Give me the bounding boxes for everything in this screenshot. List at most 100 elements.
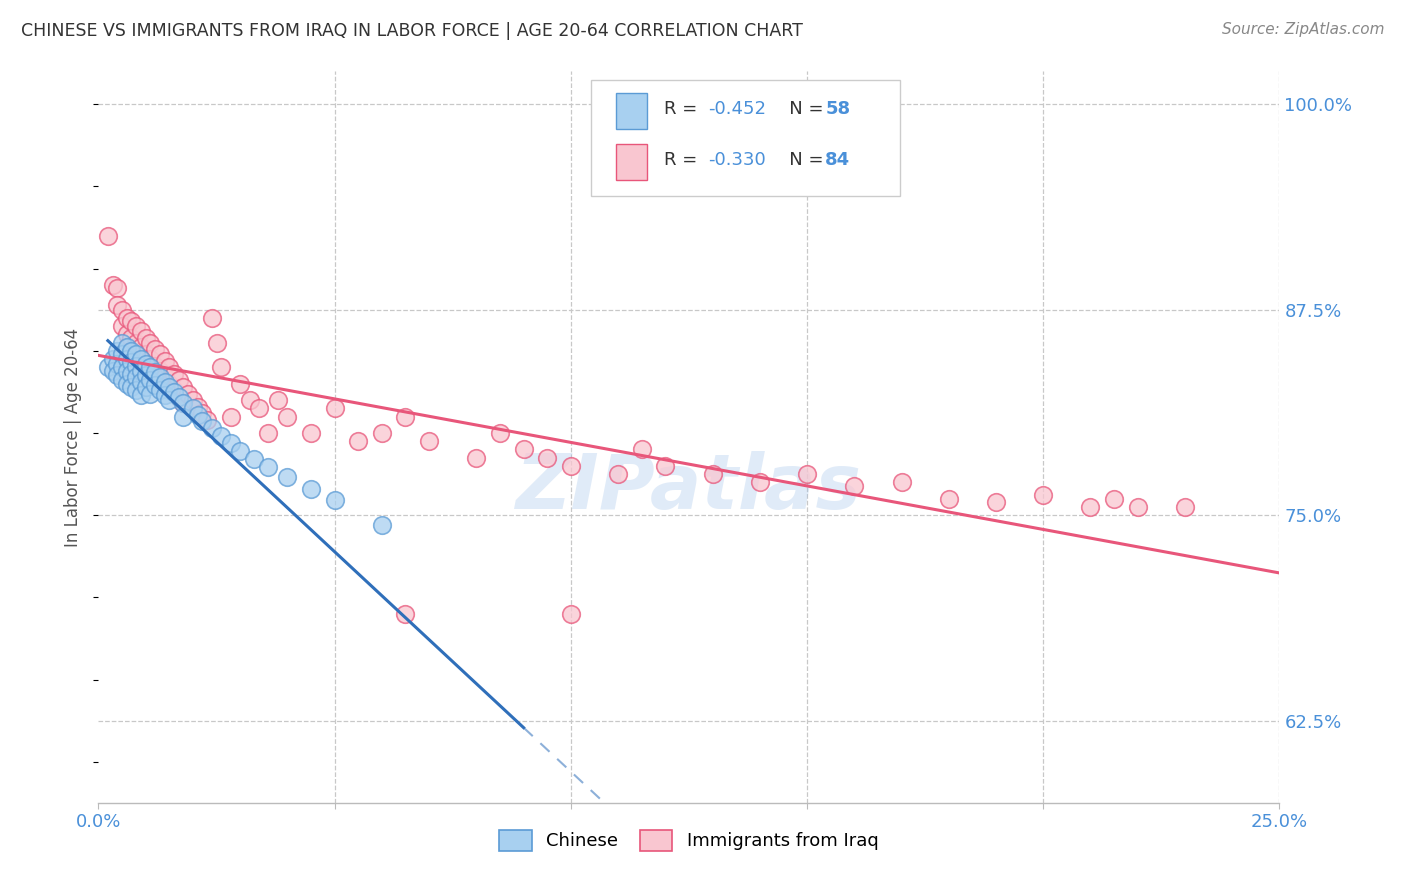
Point (149, 383, 172, 397)
Point (135, 360, 157, 375)
Point (115, 341, 138, 355)
Point (209, 429, 232, 443)
Point (135, 357, 157, 371)
Point (139, 365, 162, 379)
Point (187, 400, 209, 414)
Text: N =: N = (772, 152, 830, 169)
Point (257, 425, 280, 440)
Point (139, 360, 162, 375)
Point (195, 413, 218, 427)
Point (560, 458, 582, 473)
Point (115, 351, 138, 366)
Point (347, 434, 370, 449)
Point (149, 363, 172, 377)
Point (243, 452, 266, 467)
Point (149, 370, 172, 384)
Point (125, 347, 148, 361)
Point (489, 425, 512, 440)
Text: Source: ZipAtlas.com: Source: ZipAtlas.com (1222, 22, 1385, 37)
Text: 58: 58 (825, 100, 851, 118)
Text: CHINESE VS IMMIGRANTS FROM IRAQ IN LABOR FORCE | AGE 20-64 CORRELATION CHART: CHINESE VS IMMIGRANTS FROM IRAQ IN LABOR… (21, 22, 803, 40)
Point (105, 368, 128, 383)
Point (149, 376, 172, 391)
Point (125, 383, 148, 397)
Point (191, 406, 214, 420)
Point (129, 375, 152, 389)
Point (135, 380, 157, 394)
Point (167, 373, 190, 387)
Point (191, 414, 214, 428)
Text: -0.452: -0.452 (709, 100, 766, 118)
Point (115, 310, 138, 325)
Point (143, 342, 166, 356)
Point (201, 310, 224, 325)
Point (1102, 491, 1125, 506)
Point (105, 298, 128, 312)
Point (153, 370, 176, 384)
Point (984, 495, 1007, 509)
Point (654, 458, 676, 473)
Text: 84: 84 (825, 152, 851, 169)
Point (205, 335, 228, 350)
Point (172, 396, 194, 410)
Point (209, 360, 232, 375)
Point (796, 467, 818, 481)
Text: ZIPatlas: ZIPatlas (516, 451, 862, 525)
Point (101, 351, 124, 366)
Point (299, 425, 322, 440)
Point (239, 393, 262, 408)
Point (187, 408, 209, 422)
Point (143, 372, 166, 386)
Point (157, 393, 180, 408)
Point (219, 435, 242, 450)
Point (139, 373, 162, 387)
Point (153, 388, 176, 402)
Point (115, 341, 138, 355)
Point (111, 319, 134, 334)
Point (172, 396, 194, 410)
Point (371, 425, 394, 440)
Point (129, 351, 152, 366)
Point (121, 331, 143, 345)
Point (125, 349, 148, 363)
Point (111, 347, 134, 361)
Point (163, 367, 186, 381)
Point (157, 376, 180, 391)
Point (394, 607, 416, 621)
Point (143, 365, 166, 379)
Point (276, 470, 298, 484)
Point (125, 319, 148, 334)
Point (702, 467, 724, 481)
Point (143, 378, 166, 392)
Point (129, 388, 152, 402)
Point (219, 409, 242, 424)
Point (157, 360, 180, 375)
Point (97, 228, 120, 243)
Point (607, 467, 630, 481)
Point (125, 370, 148, 384)
Point (229, 376, 252, 391)
Point (101, 363, 124, 377)
Point (536, 450, 558, 465)
Point (111, 360, 134, 375)
Point (157, 380, 180, 394)
Point (418, 434, 440, 449)
Point (1032, 488, 1054, 502)
Point (129, 324, 152, 338)
Point (121, 355, 143, 369)
Text: N =: N = (772, 100, 830, 118)
Point (163, 384, 186, 399)
Point (276, 409, 298, 424)
Point (111, 335, 134, 350)
Point (1126, 500, 1149, 514)
Point (257, 460, 280, 475)
Point (135, 331, 157, 345)
Point (121, 314, 143, 328)
Point (121, 343, 143, 358)
Point (105, 343, 128, 358)
Point (247, 401, 270, 416)
Point (139, 335, 162, 350)
Point (201, 421, 224, 435)
Point (125, 335, 148, 350)
Point (512, 863, 534, 878)
